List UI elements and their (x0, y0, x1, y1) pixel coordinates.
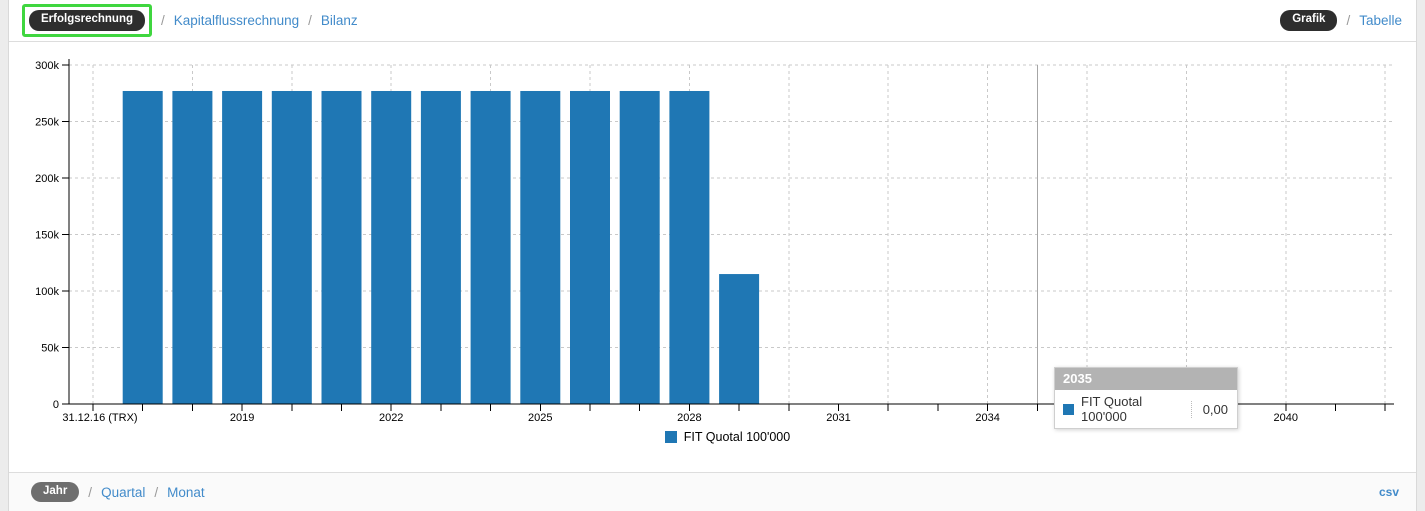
bar-2018[interactable] (172, 90, 213, 405)
tooltip-title: 2035 (1055, 368, 1237, 390)
axis-tick-label: 100k (35, 286, 59, 298)
axis-tick-label: 250k (35, 117, 59, 129)
legend-label: FIT Quotal 100'000 (683, 430, 791, 444)
separator: / (154, 484, 159, 500)
view-switcher: Erfolgsrechnung / Kapitalflussrechnung /… (22, 4, 358, 37)
annotation-highlight-box: Erfolgsrechnung (22, 4, 153, 37)
chart-tooltip: 2035 FIT Quotal 100'000 0,00 (1054, 367, 1238, 429)
separator: / (1346, 13, 1351, 28)
axis-tick-label: 2019 (230, 412, 254, 424)
axis-tick-label: 2031 (826, 412, 850, 424)
axis-tick-label: 300k (35, 60, 59, 72)
bar-2019[interactable] (222, 90, 263, 405)
period-switcher: Jahr / Quartal / Monat (31, 481, 205, 503)
period-quartal[interactable]: Quartal (101, 484, 146, 500)
toggle-grafik[interactable]: Grafik (1280, 10, 1338, 31)
bar-2029[interactable] (719, 274, 760, 404)
separator: / (308, 13, 312, 28)
bar-2027[interactable] (619, 90, 660, 405)
axis-tick-label: 150k (35, 230, 59, 242)
report-footer: Jahr / Quartal / Monat csv (9, 472, 1416, 511)
axis-tick-label: 2034 (975, 412, 999, 424)
axis-tick-label: 31.12.16 (TRX) (62, 412, 137, 424)
axis-tick-label: 0 (53, 399, 59, 411)
tooltip-series-label: FIT Quotal 100'000 (1081, 394, 1143, 424)
separator: / (88, 484, 93, 500)
tab-kapitalflussrechnung[interactable]: Kapitalflussrechnung (173, 13, 300, 28)
tab-erfolgsrechnung[interactable]: Erfolgsrechnung (29, 10, 146, 31)
bar-2026[interactable] (570, 90, 610, 405)
period-jahr[interactable]: Jahr (31, 481, 80, 503)
tab-bilanz[interactable]: Bilanz (320, 13, 358, 28)
mode-switcher: Grafik / Tabelle (1280, 10, 1402, 31)
axis-tick-label: 200k (35, 173, 59, 185)
period-monat[interactable]: Monat (167, 484, 205, 500)
separator: / (161, 13, 165, 28)
axis-tick-label: 2022 (379, 412, 403, 424)
chart-region: 0 50k 100k 150k 200k 250k 300k 2019 2022 2025 2028… (9, 42, 1418, 472)
toggle-tabelle[interactable]: Tabelle (1359, 13, 1402, 28)
legend-swatch-icon (664, 431, 677, 443)
bar-2028[interactable] (669, 90, 710, 405)
report-panel: Erfolgsrechnung / Kapitalflussrechnung /… (8, 0, 1417, 511)
axis-tick-label: 2040 (1274, 412, 1298, 424)
bar-2023[interactable] (420, 90, 461, 405)
bar-2021[interactable] (321, 90, 362, 405)
tooltip-swatch-icon (1063, 403, 1074, 415)
report-header: Erfolgsrechnung / Kapitalflussrechnung /… (9, 0, 1416, 42)
bar-2017[interactable] (122, 90, 163, 405)
axis-tick-label: 50k (41, 343, 59, 355)
axis-tick-label: 2028 (677, 412, 701, 424)
bar-2022[interactable] (371, 90, 412, 405)
tooltip-body: FIT Quotal 100'000 0,00 (1055, 390, 1237, 428)
chart-legend: FIT Quotal 100'000 (61, 429, 1394, 445)
bar-2020[interactable] (271, 90, 312, 405)
csv-export-link[interactable]: csv (1378, 485, 1399, 499)
tooltip-value: 0,00 (1190, 400, 1229, 418)
bar-2024[interactable] (470, 90, 511, 405)
bar-2025[interactable] (520, 90, 561, 405)
axis-tick-label: 2025 (528, 412, 552, 424)
bar-chart[interactable]: 0 50k 100k 150k 200k 250k 300k 2019 2022 2025 2028… (9, 42, 1418, 472)
